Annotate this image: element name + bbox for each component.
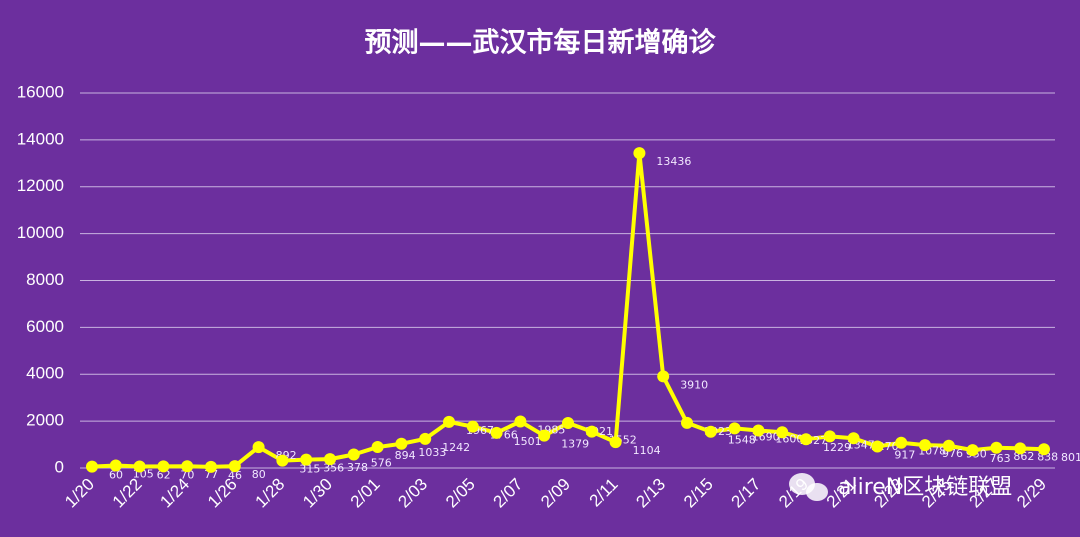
value-label: 13436 [656,155,691,168]
point [728,422,741,435]
value-label: 801 [1061,451,1080,464]
point [1014,442,1027,455]
point [800,433,812,446]
point [347,448,360,461]
y-tick-label: 8000 [26,270,64,289]
value-label: 1379 [561,438,589,451]
value-label: 60 [109,469,123,482]
point [371,441,384,454]
point [681,416,693,429]
point [1038,443,1050,456]
y-tick-label: 2000 [26,411,64,430]
point [157,460,170,473]
value-label: 917 [894,449,915,462]
point [419,432,432,445]
y-tick-label: 0 [55,457,64,476]
point [228,460,241,473]
watermark: alireN区块链联盟 [838,475,1012,500]
point [752,424,765,437]
point [86,460,98,473]
point [181,460,194,473]
value-label: 1229 [823,441,851,454]
point [657,370,670,383]
chart-title: 预测——武汉市每日新增确诊 [365,27,717,59]
wechat-icon [789,473,828,501]
point [919,439,931,452]
point [109,459,122,472]
point [633,147,646,160]
point [562,416,574,429]
value-label: 62 [157,469,171,482]
y-tick-label: 4000 [26,364,64,383]
point [300,453,313,466]
point [847,432,860,445]
y-tick-label: 10000 [17,223,64,242]
y-tick-label: 14000 [17,129,64,148]
point [443,415,455,428]
value-label: 3910 [680,378,708,391]
point [466,420,479,433]
value-label: 70 [180,468,194,481]
y-tick-label: 6000 [26,317,64,336]
point [895,436,908,449]
value-label: 1033 [418,446,446,459]
value-label: 1548 [728,434,756,447]
value-label: 763 [990,452,1011,465]
point [276,454,289,467]
point [609,436,622,449]
point [823,430,836,443]
point [324,453,336,466]
value-label: 80 [252,468,266,481]
point [538,429,551,442]
point [205,460,217,473]
value-label: 46 [228,469,242,482]
point [704,425,717,438]
value-label: 894 [395,449,416,462]
value-label: 315 [299,463,320,476]
value-label: 378 [347,461,368,474]
value-label: 1501 [514,435,542,448]
point [490,426,503,439]
point [395,437,408,450]
point [776,426,789,439]
point [585,425,598,438]
y-tick-label: 16000 [17,82,64,101]
y-tick-label: 12000 [17,176,64,195]
point [942,439,955,452]
value-label: 1104 [633,444,661,457]
point [990,441,1003,454]
value-label: 576 [371,457,392,470]
point [252,441,265,454]
point [514,415,527,428]
point [133,460,146,473]
point [966,444,979,457]
value-label: 1242 [442,441,470,454]
point [871,440,884,453]
